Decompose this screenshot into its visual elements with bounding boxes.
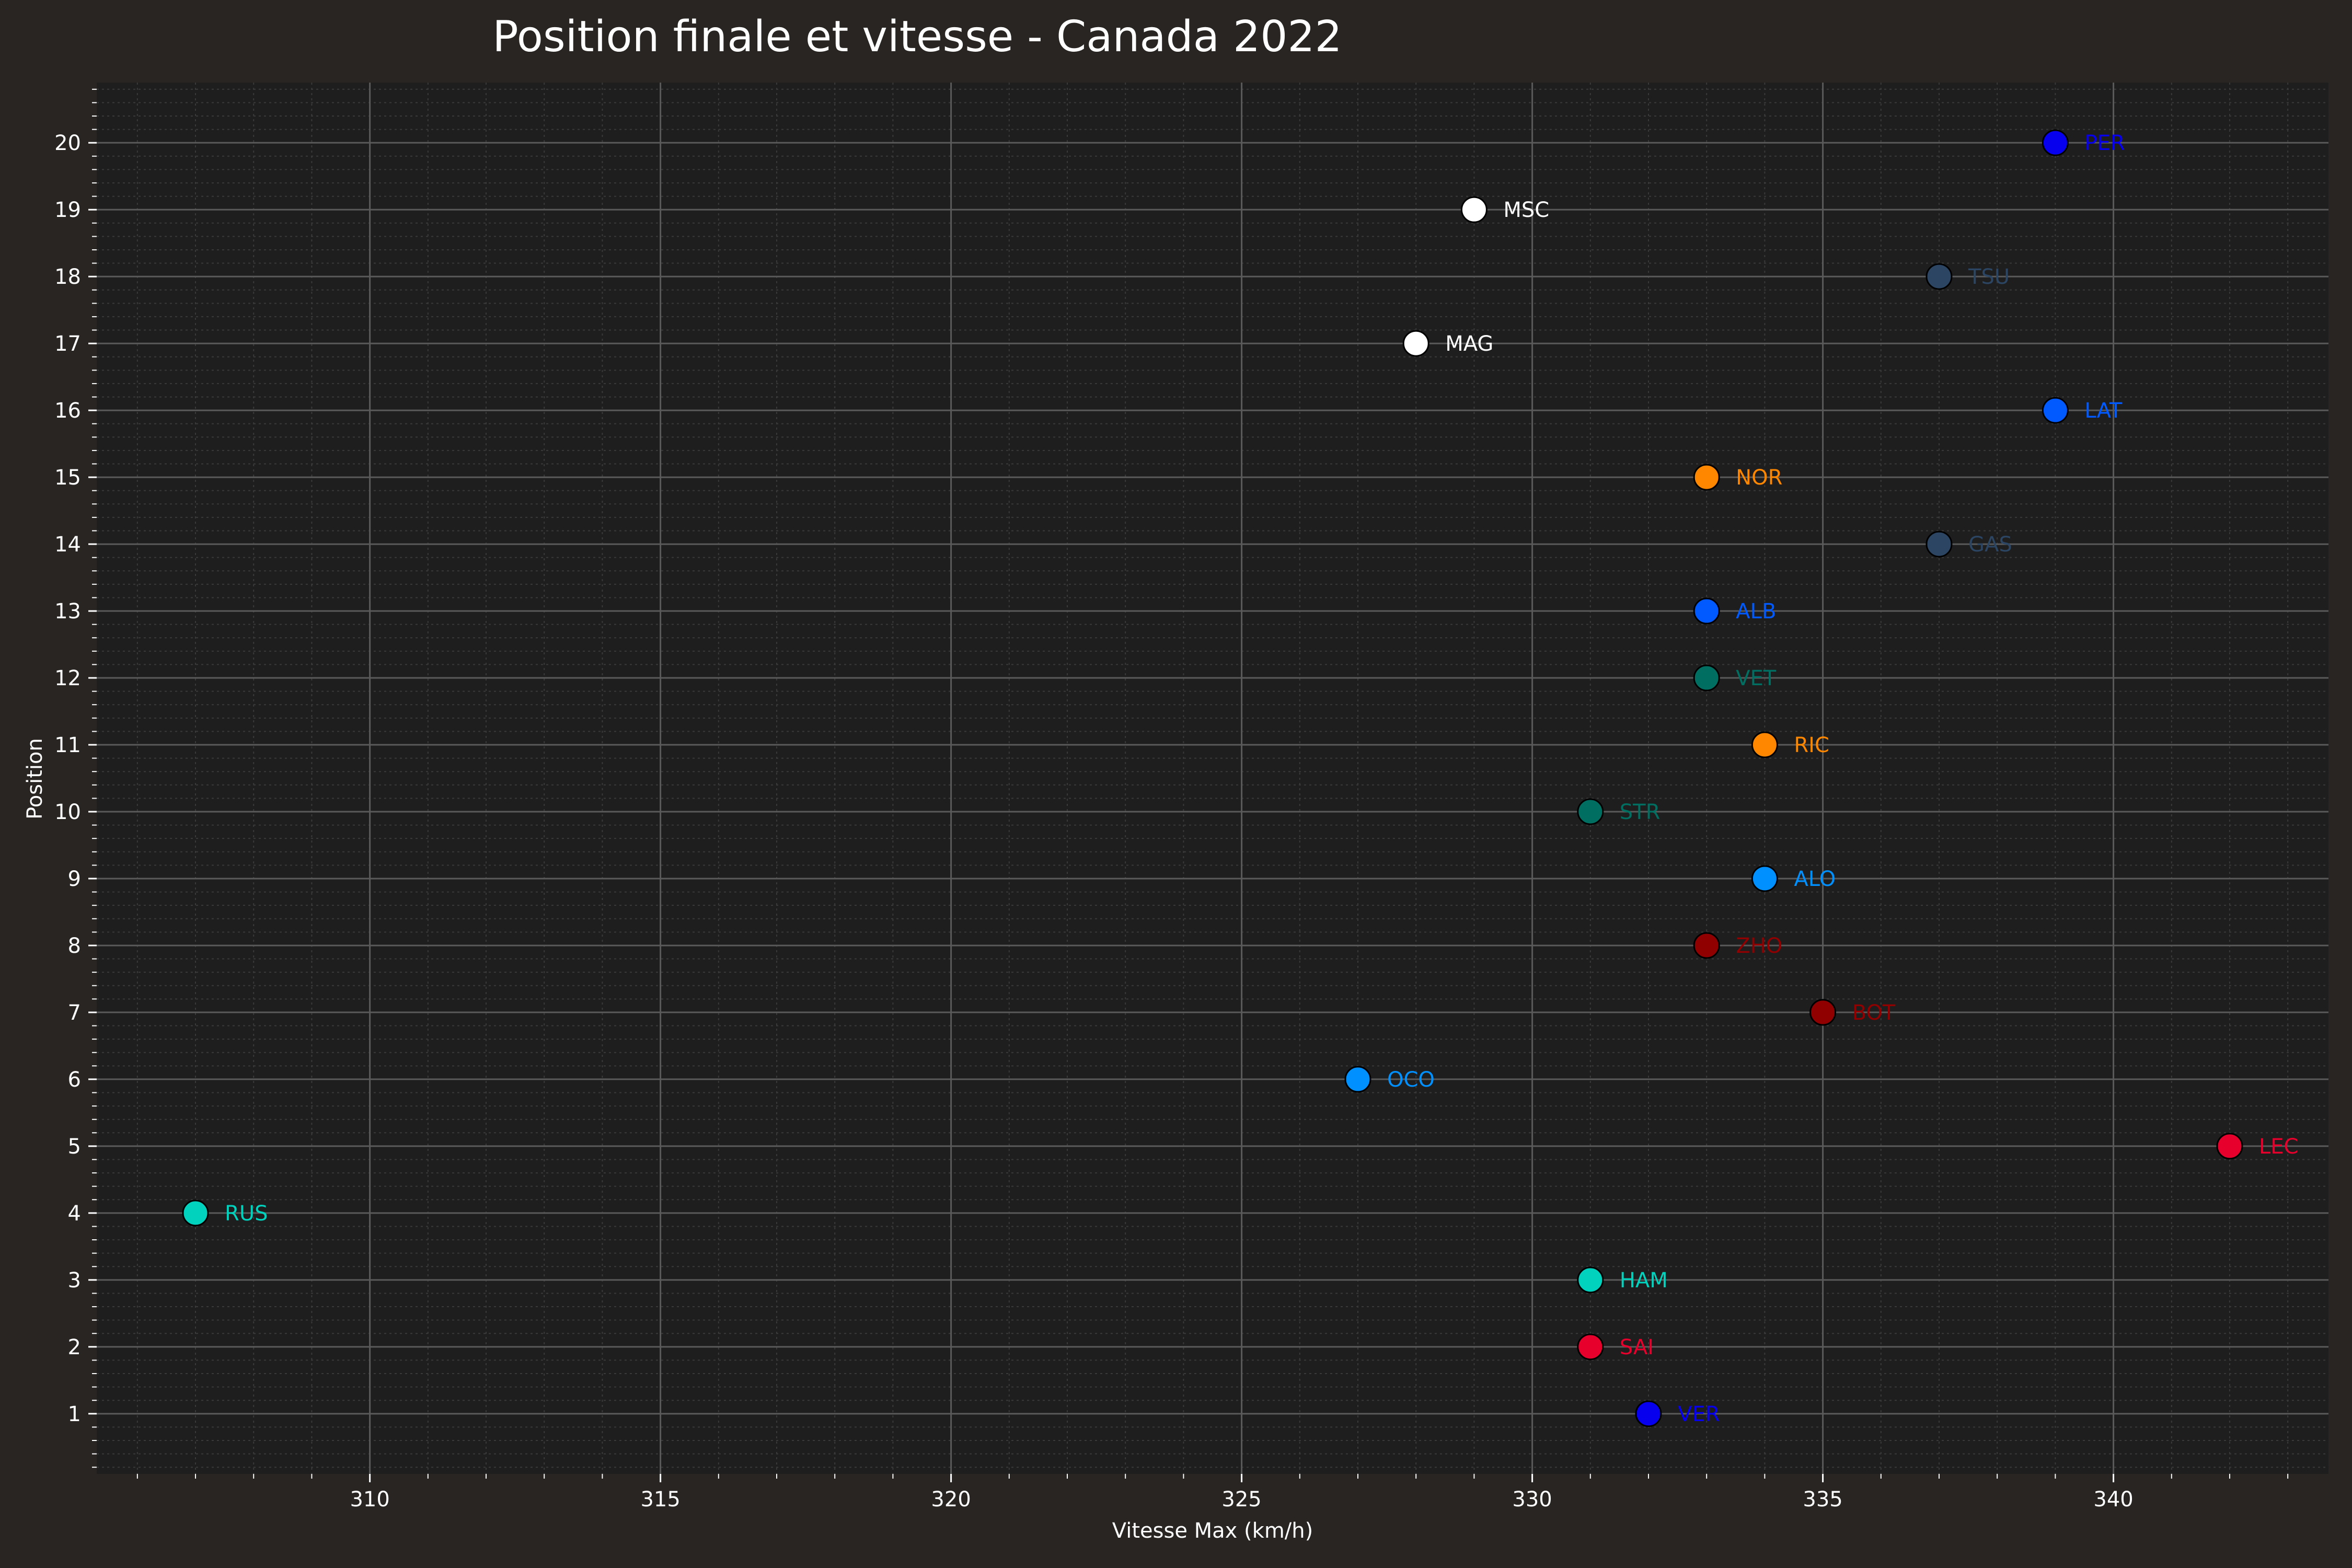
point-label: STR [1620, 800, 1661, 824]
data-point [1693, 664, 1720, 691]
y-tick-label: 15 [54, 466, 81, 490]
y-tick-label: 16 [54, 399, 81, 423]
x-tick-label: 310 [350, 1488, 389, 1512]
data-point [1693, 597, 1720, 625]
point-label: SAI [1620, 1335, 1654, 1359]
data-point [1577, 1266, 1604, 1294]
data-point [1635, 1400, 1662, 1427]
data-point [2042, 397, 2069, 424]
x-tick-label: 335 [1803, 1488, 1842, 1512]
data-point [1926, 263, 1953, 290]
plot-area [97, 83, 2328, 1474]
y-tick-label: 12 [54, 666, 81, 690]
point-label: ALO [1794, 867, 1836, 891]
data-point [1577, 798, 1604, 825]
point-label: HAM [1620, 1269, 1668, 1293]
point-label: ZHO [1736, 934, 1782, 958]
y-tick-label: 20 [54, 131, 81, 155]
y-tick-label: 19 [54, 198, 81, 222]
data-point [1693, 932, 1720, 959]
y-tick-label: 7 [68, 1001, 81, 1025]
data-point [1751, 865, 1778, 892]
x-tick-label: 340 [2093, 1488, 2133, 1512]
point-label: VER [1678, 1402, 1720, 1426]
data-point [2042, 129, 2069, 156]
data-point [1926, 531, 1953, 558]
point-labels: VER SAI HAM RUS LEC OCO BOT ZHO ALO STR RIC VET ALB G… [225, 131, 2298, 1426]
x-axis-label: Vitesse Max (km/h) [1112, 1519, 1313, 1543]
point-label: TSU [1968, 265, 2010, 289]
y-tick-label: 10 [54, 800, 81, 824]
y-tick-label: 4 [68, 1202, 81, 1226]
point-label: NOR [1736, 466, 1782, 490]
x-tick-label: 325 [1221, 1488, 1261, 1512]
point-label: MAG [1445, 332, 1493, 356]
data-point [1693, 464, 1720, 491]
y-tick-label: 11 [54, 733, 81, 757]
y-tick-label: 13 [54, 599, 81, 624]
x-tick-label: 330 [1512, 1488, 1552, 1512]
data-point [182, 1200, 209, 1227]
data-point [1751, 731, 1778, 758]
x-tick-label: 315 [640, 1488, 680, 1512]
point-label: LEC [2259, 1135, 2299, 1159]
point-label: ALB [1736, 599, 1776, 624]
data-point [1344, 1066, 1371, 1093]
data-point [1460, 196, 1488, 223]
point-label: VET [1736, 666, 1777, 690]
chart-title: Position finale et vitesse - Canada 2022 [492, 12, 1342, 62]
y-tick-label: 9 [68, 867, 81, 891]
data-point [2216, 1133, 2243, 1160]
point-label: OCO [1387, 1068, 1435, 1092]
point-label: MSC [1503, 198, 1549, 222]
data-points [182, 129, 2243, 1427]
data-point [1402, 330, 1429, 357]
data-point [1577, 1333, 1604, 1361]
y-tick-label: 18 [54, 265, 81, 289]
y-tick-label: 14 [54, 533, 81, 557]
point-label: BOT [1852, 1001, 1896, 1025]
data-point [1809, 999, 1837, 1026]
minor-grid [97, 83, 2328, 1474]
y-tick-label: 1 [68, 1402, 81, 1426]
point-label: PER [2084, 131, 2125, 155]
y-tick-label: 6 [68, 1068, 81, 1092]
y-axis-label: Position [23, 738, 47, 820]
axis-ticks: 310 315 320 325 330 335 3401234567891011121314… [54, 88, 2289, 1512]
y-tick-label: 5 [68, 1135, 81, 1159]
y-tick-label: 8 [68, 934, 81, 958]
point-label: GAS [1968, 533, 2012, 557]
point-label: LAT [2084, 399, 2122, 423]
y-tick-label: 3 [68, 1269, 81, 1293]
y-tick-label: 17 [54, 332, 81, 356]
x-tick-label: 320 [931, 1488, 971, 1512]
point-label: RUS [225, 1202, 268, 1226]
major-grid [97, 83, 2328, 1474]
y-tick-label: 2 [68, 1335, 81, 1359]
point-label: RIC [1794, 733, 1829, 757]
